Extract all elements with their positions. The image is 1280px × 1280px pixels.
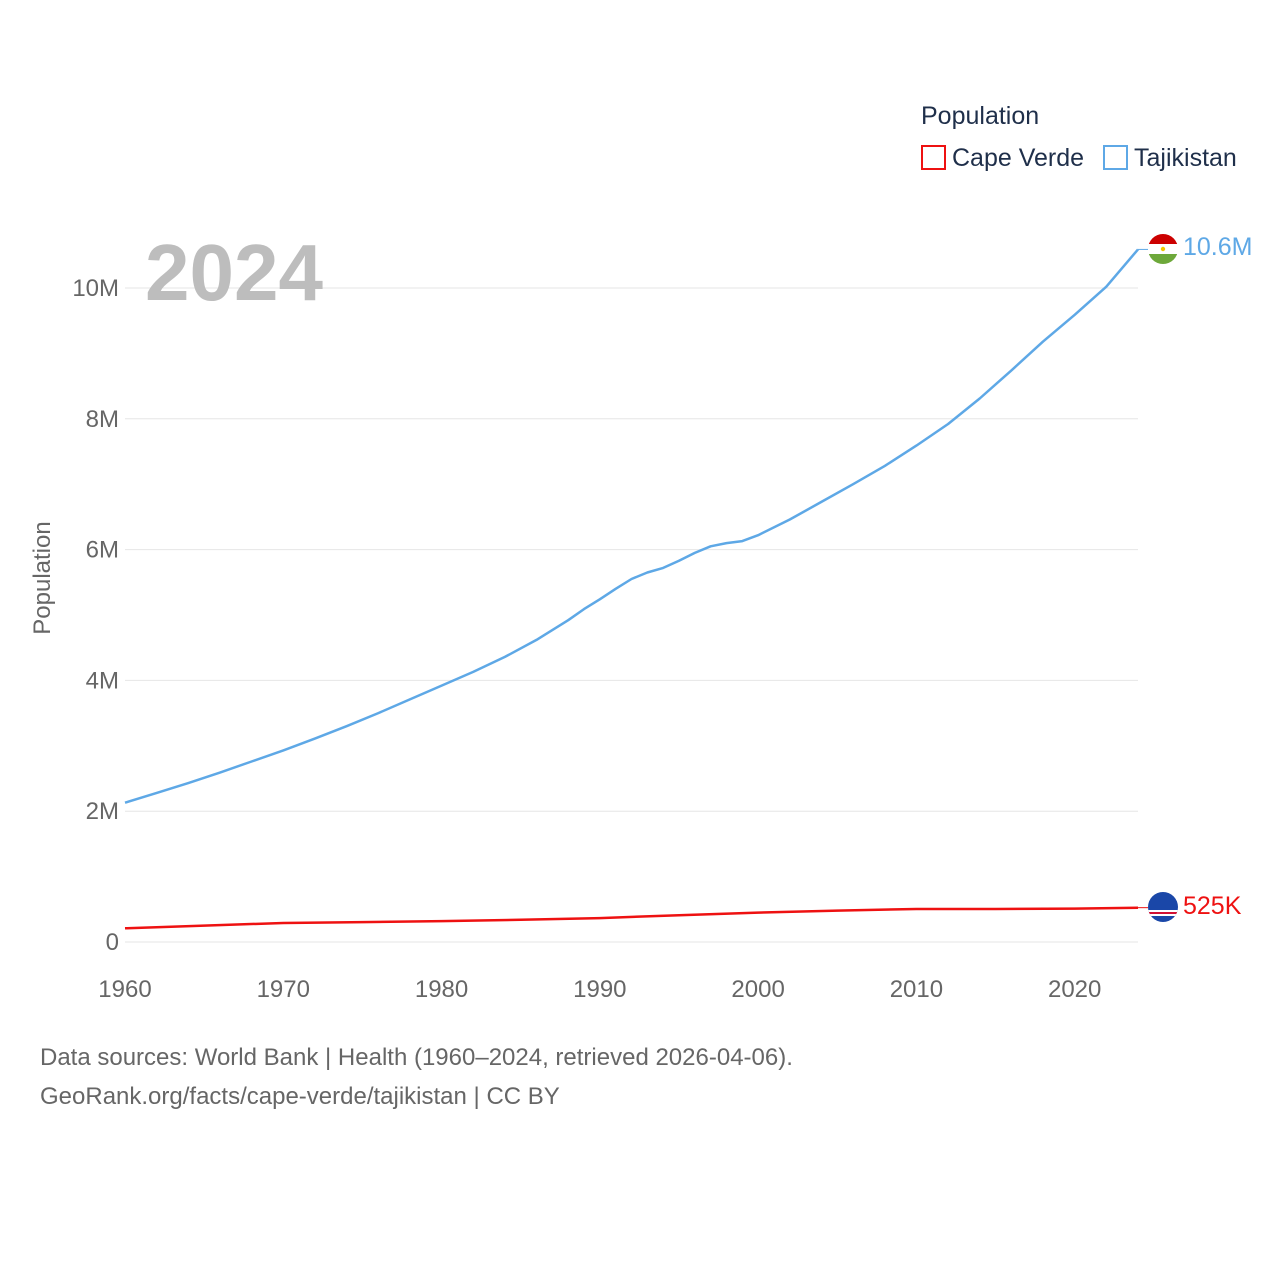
x-tick-label: 2000 [731, 976, 784, 1003]
x-axis-ticks: 1960 1970 1980 1990 2000 2010 2020 [98, 976, 1101, 1003]
legend-swatch-tajikistan[interactable] [1103, 145, 1128, 170]
population-chart: 0 2M 4M 6M 8M 10M 1960 1970 1980 1990 2000 2010 202… [29, 102, 1252, 1003]
legend: Population Cape Verde Tajikistan [921, 102, 1237, 172]
y-tick-label: 8M [86, 406, 119, 433]
legend-label-tajikistan[interactable]: Tajikistan [1134, 144, 1237, 172]
y-tick-label: 10M [72, 275, 119, 302]
x-tick-label: 1990 [573, 976, 626, 1003]
cape-verde-flag-icon [1148, 892, 1178, 922]
y-axis-title: Population [29, 521, 56, 634]
legend-label-cape-verde[interactable]: Cape Verde [952, 144, 1084, 172]
legend-title: Population [921, 102, 1039, 130]
source-line-2[interactable]: GeoRank.org/facts/cape-verde/tajikistan … [40, 1083, 560, 1110]
tajikistan-flag-icon [1148, 234, 1178, 264]
x-tick-label: 1980 [415, 976, 468, 1003]
series-line-cape-verde[interactable] [124, 906, 1139, 930]
year-label: 2024 [145, 228, 323, 317]
y-tick-label: 4M [86, 667, 119, 694]
gridlines [125, 287, 1138, 943]
x-tick-label: 1970 [257, 976, 310, 1003]
y-tick-label: 2M [86, 798, 119, 825]
x-tick-label: 1960 [98, 976, 151, 1003]
x-tick-label: 2010 [890, 976, 943, 1003]
legend-swatch-cape-verde[interactable] [921, 145, 946, 170]
source-line-1: Data sources: World Bank | Health (1960–… [40, 1044, 793, 1071]
tajikistan-end-value: 10.6M [1183, 233, 1252, 261]
x-tick-label: 2020 [1048, 976, 1101, 1003]
y-tick-label: 0 [106, 929, 119, 956]
series-lines [124, 248, 1148, 930]
y-tick-label: 6M [86, 537, 119, 564]
series-line-tajikistan[interactable] [124, 248, 1139, 804]
cape-verde-end-value: 525K [1183, 892, 1242, 920]
y-axis-ticks: 0 2M 4M 6M 8M 10M [72, 275, 119, 956]
